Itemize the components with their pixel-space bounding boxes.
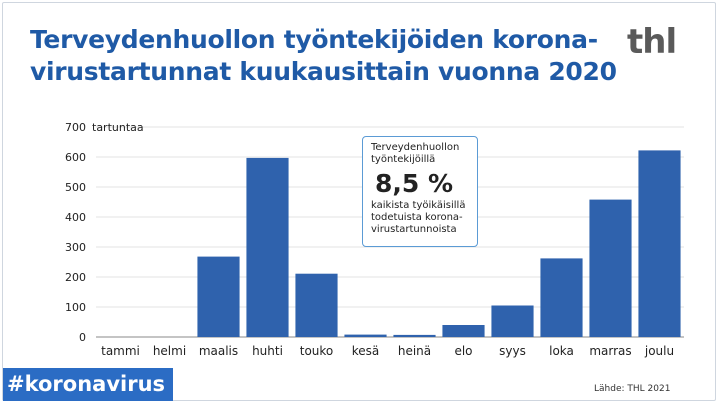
y-tick-label: 100 bbox=[65, 301, 86, 314]
bar bbox=[540, 258, 583, 337]
callout-text-1: Terveydenhuollon työntekijöillä bbox=[371, 142, 460, 165]
callout-box: Terveydenhuollon työntekijöillä 8,5 % ka… bbox=[362, 136, 478, 247]
y-tick-label: 0 bbox=[79, 331, 86, 344]
y-tick-label: 300 bbox=[65, 241, 86, 254]
x-tick-label: syys bbox=[499, 344, 526, 358]
x-tick-label: marras bbox=[589, 344, 631, 358]
y-tick-label: 400 bbox=[65, 211, 86, 224]
callout-highlight: 8,5 % bbox=[375, 169, 454, 198]
x-tick-label: elo bbox=[454, 344, 472, 358]
y-tick-label: 500 bbox=[65, 181, 86, 194]
x-tick-label: heinä bbox=[398, 344, 431, 358]
hashtag-banner: #koronavirus bbox=[3, 368, 173, 401]
y-tick-label: 200 bbox=[65, 271, 86, 284]
y-unit-label: tartuntaa bbox=[92, 121, 144, 134]
chart-title: Terveydenhuollon työntekijöiden korona- … bbox=[30, 24, 617, 88]
bar bbox=[295, 273, 338, 337]
bar bbox=[246, 157, 289, 337]
bar bbox=[491, 305, 534, 337]
thl-logo: thl bbox=[627, 22, 677, 62]
card-frame bbox=[2, 2, 716, 401]
x-tick-label: helmi bbox=[153, 344, 186, 358]
y-tick-label: 700 bbox=[65, 121, 86, 134]
source-note: Lähde: THL 2021 bbox=[594, 384, 671, 394]
bar bbox=[589, 199, 632, 337]
title-line-2: virustartunnat kuukausittain vuonna 2020 bbox=[30, 57, 617, 86]
bar bbox=[344, 334, 387, 337]
y-tick-label: 600 bbox=[65, 151, 86, 164]
x-tick-label: tammi bbox=[101, 344, 140, 358]
bar bbox=[393, 334, 436, 337]
bar bbox=[638, 150, 681, 337]
x-tick-label: joulu bbox=[644, 344, 674, 358]
x-tick-label: maalis bbox=[199, 344, 238, 358]
x-tick-label: touko bbox=[300, 344, 334, 358]
bar bbox=[197, 256, 240, 337]
x-tick-label: kesä bbox=[352, 344, 380, 358]
bar bbox=[442, 325, 485, 337]
title-line-1: Terveydenhuollon työntekijöiden korona- bbox=[30, 25, 598, 54]
x-tick-label: loka bbox=[549, 344, 574, 358]
callout-text-2: kaikista työikäisillä todetuista korona-… bbox=[371, 200, 466, 235]
x-tick-label: huhti bbox=[252, 344, 283, 358]
